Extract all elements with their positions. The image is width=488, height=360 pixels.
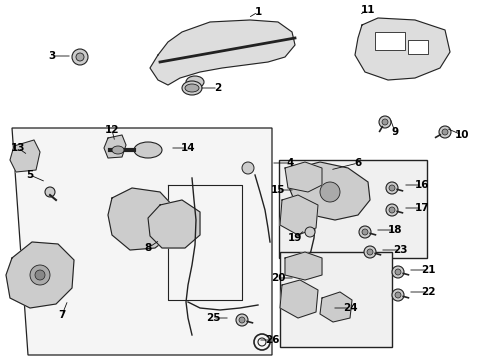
Polygon shape — [285, 252, 321, 280]
Circle shape — [388, 207, 394, 213]
Polygon shape — [287, 162, 369, 220]
Circle shape — [391, 289, 403, 301]
Polygon shape — [6, 242, 74, 308]
Polygon shape — [354, 18, 449, 80]
Circle shape — [239, 317, 244, 323]
Bar — [374, 32, 404, 50]
Circle shape — [236, 314, 247, 326]
Circle shape — [358, 226, 370, 238]
Text: 3: 3 — [48, 51, 56, 61]
Text: 7: 7 — [58, 310, 65, 320]
Bar — [279, 160, 426, 258]
Text: 2: 2 — [214, 83, 221, 93]
Polygon shape — [12, 128, 271, 355]
Circle shape — [378, 116, 390, 128]
Ellipse shape — [185, 76, 203, 88]
Circle shape — [394, 269, 400, 275]
Ellipse shape — [184, 84, 199, 92]
Text: 12: 12 — [104, 125, 119, 135]
Circle shape — [35, 270, 45, 280]
Polygon shape — [285, 162, 321, 192]
Circle shape — [381, 119, 387, 125]
Polygon shape — [104, 135, 126, 158]
Text: 11: 11 — [360, 5, 374, 15]
Circle shape — [438, 126, 450, 138]
Polygon shape — [108, 188, 175, 250]
Ellipse shape — [182, 81, 202, 95]
Bar — [407, 40, 427, 54]
Circle shape — [394, 292, 400, 298]
Text: 4: 4 — [286, 158, 293, 168]
Circle shape — [391, 266, 403, 278]
Polygon shape — [319, 292, 351, 322]
Circle shape — [363, 246, 375, 258]
Circle shape — [242, 162, 253, 174]
Text: 23: 23 — [392, 245, 407, 255]
Circle shape — [385, 182, 397, 194]
Circle shape — [385, 204, 397, 216]
Circle shape — [319, 182, 339, 202]
Polygon shape — [280, 280, 317, 318]
Text: 22: 22 — [420, 287, 434, 297]
Text: 18: 18 — [387, 225, 402, 235]
Text: 19: 19 — [287, 233, 302, 243]
Text: 1: 1 — [254, 7, 261, 17]
Text: 13: 13 — [11, 143, 25, 153]
Polygon shape — [150, 20, 294, 85]
Circle shape — [441, 129, 447, 135]
Bar — [280, 252, 391, 347]
Polygon shape — [10, 140, 40, 172]
Text: 26: 26 — [264, 335, 279, 345]
Text: 16: 16 — [414, 180, 428, 190]
Circle shape — [45, 187, 55, 197]
Text: 14: 14 — [181, 143, 195, 153]
Ellipse shape — [134, 142, 162, 158]
Text: 15: 15 — [270, 185, 285, 195]
Circle shape — [30, 265, 50, 285]
Circle shape — [76, 53, 84, 61]
Text: 6: 6 — [354, 158, 361, 168]
Text: 5: 5 — [26, 170, 34, 180]
Text: 9: 9 — [390, 127, 398, 137]
Circle shape — [305, 227, 314, 237]
Ellipse shape — [112, 146, 124, 154]
Text: 17: 17 — [414, 203, 428, 213]
Text: 21: 21 — [420, 265, 434, 275]
Circle shape — [366, 249, 372, 255]
Text: 10: 10 — [454, 130, 468, 140]
Text: 24: 24 — [342, 303, 357, 313]
Polygon shape — [148, 200, 200, 248]
Text: 25: 25 — [205, 313, 220, 323]
Text: 8: 8 — [144, 243, 151, 253]
Circle shape — [388, 185, 394, 191]
Polygon shape — [280, 195, 317, 235]
Circle shape — [72, 49, 88, 65]
Circle shape — [361, 229, 367, 235]
Text: 20: 20 — [270, 273, 285, 283]
